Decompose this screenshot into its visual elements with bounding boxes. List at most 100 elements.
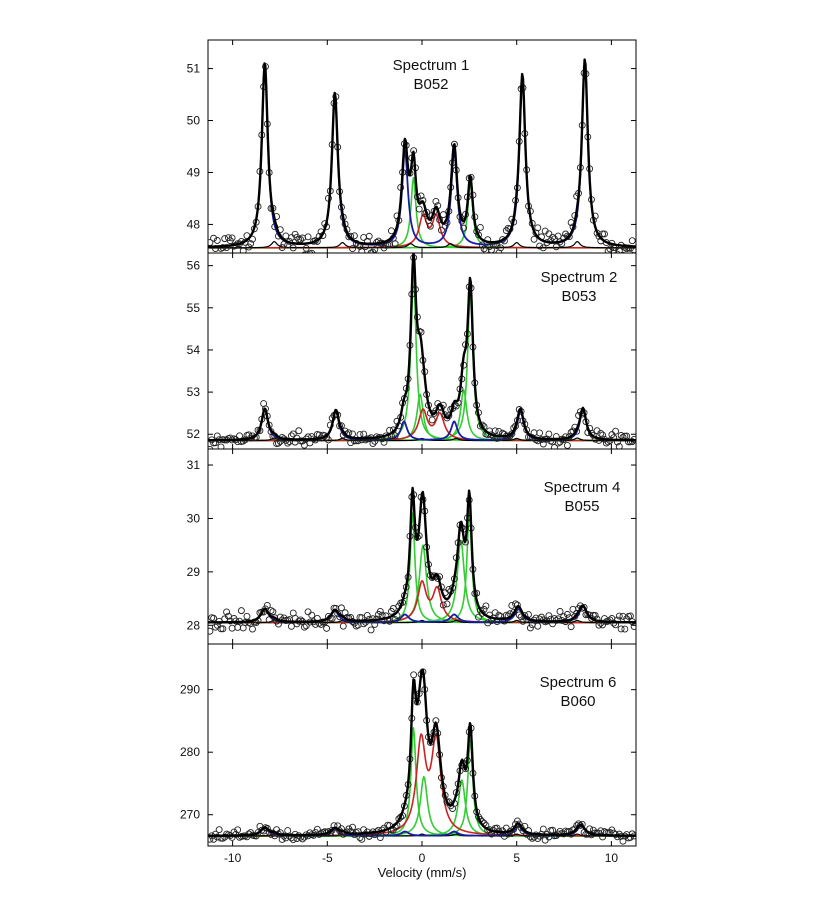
data-point [389,605,397,612]
data-point [617,625,625,633]
y-tick-label: 55 [187,301,201,315]
data-point [443,414,451,422]
data-point [263,601,271,609]
data-point [476,223,484,231]
panel-4: 270 280 290 Spectrum 6 B060 [180,643,637,847]
data-point [213,237,221,244]
data-point [278,836,286,843]
data-point [274,439,282,447]
spectrum-title: Spectrum 1 [393,57,470,74]
data-point [536,242,544,250]
data-point [556,608,564,615]
data-point [297,236,305,243]
data-point [545,230,553,238]
plot-area [208,668,636,845]
data-point [621,625,629,633]
data-point [278,244,286,252]
data-point [482,602,490,610]
data-point [478,609,486,617]
panels-layer: 48 49 50 51 Spectrum 1 B052 52 53 54 55 56 Spectrum… [180,39,637,847]
data-point [219,244,227,252]
data-point [475,613,482,621]
data-point [239,437,247,445]
data-point [208,446,214,449]
data-point [599,230,607,238]
x-tick-label: 10 [605,851,619,865]
data-point [297,616,305,624]
data-point [300,623,308,631]
data-point [545,612,553,620]
data-point [369,440,377,448]
data-point [269,608,277,616]
data-point [376,608,384,615]
data-point [460,224,468,232]
data-point [367,626,375,634]
data-point [234,826,242,834]
total-fit-curve [208,58,636,248]
data-point [439,601,447,609]
y-tick-label: 29 [187,565,201,579]
data-point [495,428,503,435]
data-point [497,244,505,252]
y-tick-label: 54 [187,343,201,357]
data-point [223,608,231,616]
data-point [217,443,225,449]
data-point [304,608,312,616]
data-point [363,611,371,619]
data-point [551,443,558,449]
data-point [349,823,356,831]
data-point [614,250,621,253]
data-point [299,437,306,445]
data-point [539,825,547,833]
y-tick-label: 51 [187,62,201,76]
y-tick-label: 290 [180,683,200,697]
y-tick-label: 56 [187,259,201,273]
y-tick-label: 28 [187,618,201,632]
data-point [391,432,399,440]
data-point [573,609,581,617]
y-tick-label: 270 [180,808,200,822]
x-axis-label: Velocity (mm/s) [378,865,467,880]
data-point [628,237,636,245]
data-point [325,436,332,444]
data-point [323,624,331,632]
data-point [534,622,542,630]
data-point [380,438,388,446]
total-fit-curve [208,253,636,442]
data-point [512,600,519,608]
x-tick-label: 5 [513,851,520,865]
data-point [589,431,597,439]
x-axis: Velocity (mm/s) -10 -5 0 5 10 [224,851,618,880]
data-point [426,739,434,746]
data-point [349,245,356,253]
data-point [567,623,575,631]
data-point [615,612,623,620]
data-point [301,251,308,253]
data-point [563,610,571,618]
data-point [304,233,312,241]
y-tick-label: 48 [187,217,201,231]
data-point [612,427,620,435]
data-point [247,240,255,248]
data-point [391,616,399,624]
data-point [536,429,544,437]
plot-area [208,58,636,253]
data-point [545,430,553,438]
data-point [438,226,445,234]
data-point [223,244,231,252]
data-point [615,442,623,449]
data-point [426,222,434,230]
data-point [245,243,253,251]
data-point [339,622,347,630]
data-point [630,623,636,630]
data-point [289,244,297,252]
data-point [491,427,499,435]
y-tick-label: 50 [187,114,201,128]
data-point [237,607,245,615]
data-point [239,247,247,253]
y-tick-label: 53 [187,385,201,399]
data-point [391,240,399,248]
data-point [365,232,373,240]
data-point [478,241,486,249]
